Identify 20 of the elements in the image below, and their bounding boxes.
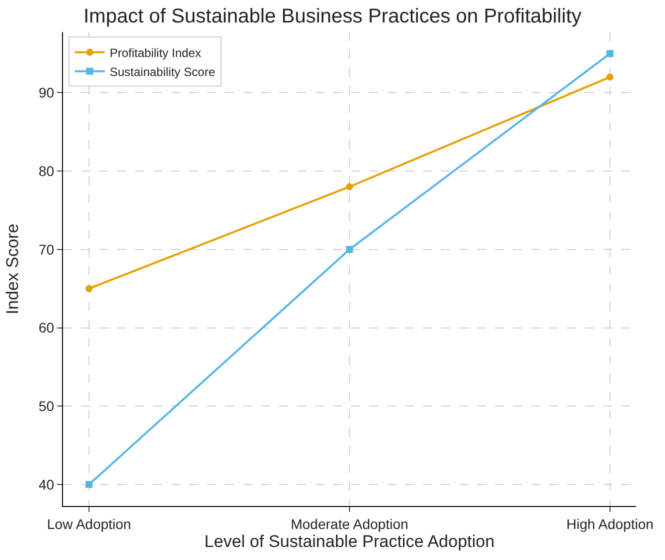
x-tick-label: Moderate Adoption: [290, 516, 408, 532]
point: [346, 183, 353, 190]
y-tick-label: 70: [38, 241, 54, 258]
y-tick-label: 60: [38, 320, 54, 336]
point: [606, 74, 614, 81]
y-tick-label: 80: [38, 162, 54, 179]
point: [86, 285, 93, 292]
y-axis-title: Index Score: [3, 224, 22, 314]
legend-label: Sustainability Score: [110, 64, 216, 79]
y-tick-label: 40: [38, 476, 54, 492]
y-tick-label: 90: [38, 84, 54, 101]
x-tick-label: High Adoption: [566, 516, 654, 532]
point: [86, 480, 93, 488]
point: [606, 50, 614, 58]
x-axis-title: Level of Sustainable Practice Adoption: [204, 532, 495, 552]
legend-label: Profitability Index: [110, 46, 202, 60]
x-tick-label: Low Adoption: [47, 516, 132, 532]
chart-title: Impact of Sustainable Business Practices on Profitability: [83, 5, 582, 28]
point: [346, 246, 353, 253]
y-tick-label: 50: [38, 398, 54, 414]
